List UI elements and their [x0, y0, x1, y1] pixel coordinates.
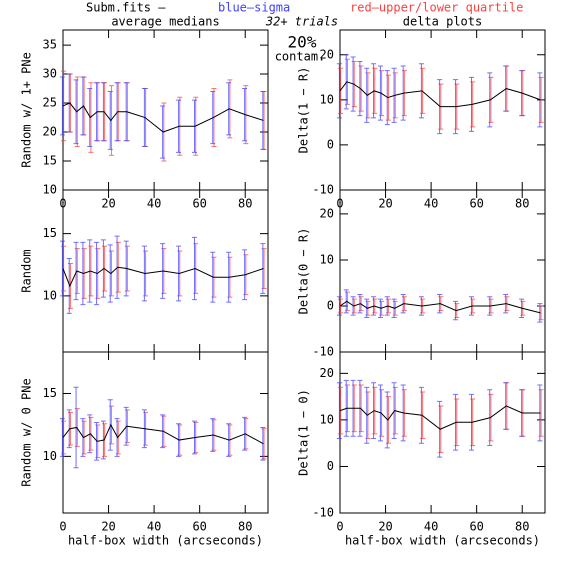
- x-tick-label: 0: [59, 520, 66, 534]
- panel-title: average medians: [111, 15, 219, 29]
- x-tick-label: 80: [515, 197, 529, 211]
- x-tick-label: 40: [147, 197, 161, 211]
- panel-frame: [339, 29, 546, 191]
- y-axis-label: Random w/ 0 PNe: [20, 378, 34, 486]
- sigma-error-bar: [59, 418, 65, 457]
- y-tick-label: -10: [312, 345, 334, 359]
- x-tick-label: 80: [238, 197, 252, 211]
- y-tick-label: 10: [320, 92, 334, 106]
- x-tick-label: 40: [147, 520, 161, 534]
- x-tick-label: 40: [424, 520, 438, 534]
- contam-label: contam.: [275, 50, 326, 64]
- x-tick-label: 80: [515, 520, 529, 534]
- panel-frame: [62, 29, 269, 191]
- y-tick-label: 35: [43, 38, 57, 52]
- sigma-error-bar: [114, 418, 120, 457]
- y-tick-label: 25: [43, 96, 57, 110]
- median-line: [339, 300, 541, 314]
- sigma-error-bar: [59, 76, 65, 136]
- x-tick-label: 60: [192, 520, 206, 534]
- y-tick-label: 20: [320, 366, 334, 380]
- panel-frame: [339, 189, 546, 353]
- median-line: [62, 266, 264, 288]
- sigma-error-bar: [59, 240, 65, 297]
- y-axis-label: Delta(0 − R): [297, 228, 311, 315]
- quartile-error-bar: [108, 405, 114, 445]
- y-tick-label: 10: [320, 252, 334, 266]
- y-tick-label: 20: [320, 47, 334, 61]
- y-axis-label: Random: [20, 249, 34, 292]
- y-tick-label: 0: [327, 137, 334, 151]
- quartile-error-bar: [67, 263, 73, 309]
- sigma-key: blue–sigma: [218, 1, 290, 15]
- sigma-error-bar: [336, 382, 342, 440]
- x-tick-label: 40: [424, 197, 438, 211]
- y-tick-label: 0: [327, 298, 334, 312]
- x-tick-label: 80: [238, 520, 252, 534]
- y-tick-label: -10: [312, 183, 334, 197]
- y-axis-label: Delta(1 − 0): [297, 389, 311, 476]
- y-tick-label: 20: [320, 206, 334, 220]
- x-tick-label: 60: [192, 197, 206, 211]
- y-tick-label: 20: [43, 125, 57, 139]
- sigma-error-bar: [336, 63, 342, 119]
- quartile-key: red–upper/lower quartile: [350, 1, 523, 15]
- x-tick-label: 20: [378, 197, 392, 211]
- y-tick-label: 15: [43, 226, 57, 240]
- median-line: [339, 405, 541, 430]
- x-tick-label: 60: [469, 520, 483, 534]
- sigma-error-bar: [87, 88, 93, 148]
- y-tick-label: 0: [327, 459, 334, 473]
- median-line: [62, 102, 264, 133]
- median-line: [339, 81, 541, 108]
- x-tick-label: 60: [469, 197, 483, 211]
- percent-label: 20%: [288, 33, 317, 52]
- quartile-error-bar: [61, 245, 67, 292]
- y-tick-label: 10: [43, 288, 57, 302]
- x-tick-label: 20: [101, 520, 115, 534]
- x-axis-label: half-box width (arcseconds): [68, 534, 263, 548]
- y-tick-label: 15: [43, 386, 57, 400]
- trials-label: 32+ trials: [265, 15, 338, 29]
- sigma-error-bar: [73, 241, 79, 301]
- x-axis-label: half-box width (arcseconds): [345, 534, 540, 548]
- y-tick-label: 15: [43, 154, 57, 168]
- y-axis-label: Random w/ 1+ PNe: [20, 52, 34, 168]
- x-tick-label: 20: [101, 197, 115, 211]
- sigma-error-bar: [107, 399, 113, 451]
- file-label: Subm.fits –: [86, 1, 166, 15]
- sigma-error-bar: [66, 258, 72, 314]
- x-tick-label: 20: [378, 520, 392, 534]
- y-axis-label: Delta(1 − R): [297, 67, 311, 154]
- y-tick-label: 10: [43, 449, 57, 463]
- y-tick-label: 10: [43, 183, 57, 197]
- median-line: [62, 423, 264, 445]
- quartile-error-bar: [81, 76, 87, 136]
- panel-frame: [62, 351, 269, 514]
- x-tick-label: 0: [336, 520, 343, 534]
- y-tick-label: 10: [320, 412, 334, 426]
- y-tick-label: -10: [312, 506, 334, 520]
- y-tick-label: 30: [43, 67, 57, 81]
- sigma-error-bar: [336, 296, 342, 316]
- quartile-error-bar: [261, 428, 267, 460]
- panel-title: delta plots: [403, 15, 482, 29]
- panel-frame: [339, 351, 546, 514]
